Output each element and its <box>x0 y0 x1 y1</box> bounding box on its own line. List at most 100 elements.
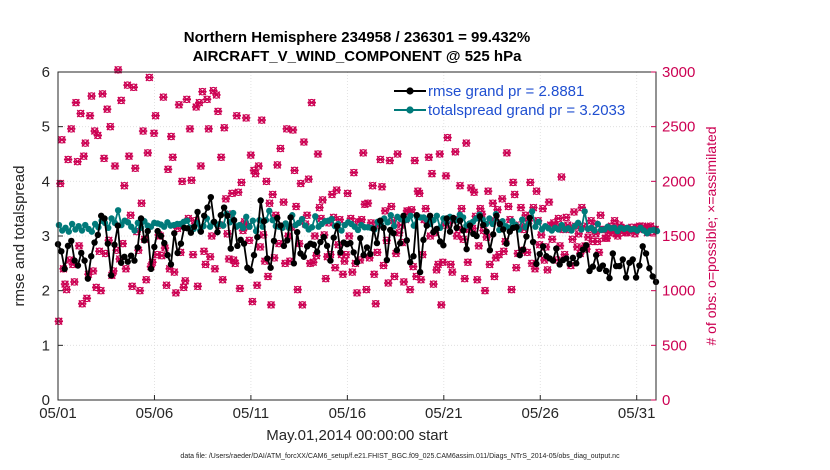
obs-assimilated-marker <box>202 95 212 104</box>
obs-assimilated-marker <box>138 127 148 135</box>
point-rmse <box>463 245 470 253</box>
point-spread <box>75 222 82 230</box>
point-spread <box>594 220 602 228</box>
obs-assimilated-marker <box>547 235 557 244</box>
obs-assimilated-marker <box>254 162 263 170</box>
obs-assimilated-marker <box>438 258 448 267</box>
obs-assimilated-marker <box>220 123 229 132</box>
obs-assimilated-marker <box>416 275 426 284</box>
point-spread <box>282 220 289 227</box>
point-rmse <box>396 239 404 247</box>
obs-assimilated-marker <box>117 96 126 105</box>
obs-assimilated-marker <box>221 194 231 203</box>
chart-title-line2: AIRCRAFT_V_WIND_COMPONENT @ 525 hPa <box>193 48 523 65</box>
obs-assimilated-marker <box>179 283 188 292</box>
obs-assimilated-marker <box>369 270 379 279</box>
obs-assimilated-marker <box>362 285 371 294</box>
obs-assimilated-marker <box>171 288 181 297</box>
x-tick-label: 05/01 <box>39 405 77 422</box>
obs-assimilated-marker <box>508 178 518 187</box>
point-rmse <box>583 242 590 249</box>
point-rmse <box>310 241 318 248</box>
obs-assimilated-marker <box>330 263 340 272</box>
obs-assimilated-marker <box>248 297 257 306</box>
point-rmse <box>240 240 248 247</box>
point-spread <box>108 215 115 222</box>
point-rmse <box>117 259 125 266</box>
obs-assimilated-marker <box>213 107 223 116</box>
point-rmse <box>64 242 72 250</box>
obs-assimilated-marker <box>126 211 135 220</box>
point-rmse <box>406 259 414 266</box>
point-rmse <box>363 244 371 251</box>
point-rmse <box>300 253 308 260</box>
point-rmse <box>277 222 284 229</box>
y-axis-label-left: rmse and totalspread <box>11 166 28 307</box>
obs-assimilated-marker <box>483 187 493 196</box>
point-rmse <box>234 242 241 250</box>
obs-assimilated-marker <box>307 98 316 107</box>
obs-assimilated-marker <box>191 103 201 111</box>
obs-assimilated-marker <box>405 285 415 294</box>
point-spread <box>528 208 536 215</box>
point-rmse <box>490 231 497 238</box>
obs-assimilated-marker <box>276 144 285 153</box>
point-spread <box>519 216 526 223</box>
point-rmse <box>230 216 238 224</box>
point-rmse <box>413 212 420 219</box>
obs-assimilated-marker <box>96 286 106 295</box>
obs-assimilated-marker <box>384 279 393 287</box>
obs-assimilated-marker <box>145 73 154 82</box>
point-rmse <box>586 267 593 275</box>
obs-assimilated-marker <box>455 181 465 190</box>
point-spread <box>387 212 395 219</box>
obs-assimilated-marker <box>135 286 145 295</box>
y-tick-label: 6 <box>42 64 50 81</box>
point-rmse <box>460 227 467 234</box>
obs-assimilated-marker <box>296 179 305 188</box>
obs-assimilated-marker <box>246 151 256 159</box>
point-rmse <box>390 230 397 237</box>
point-rmse <box>476 213 484 220</box>
point-rmse <box>473 232 480 240</box>
point-rmse <box>131 257 138 264</box>
point-rmse <box>280 242 288 250</box>
point-spread <box>298 215 306 223</box>
point-spread <box>229 209 237 217</box>
obs-assimilated-marker <box>538 204 548 213</box>
y-tick-label: 0 <box>42 392 50 409</box>
obs-assimilated-marker <box>177 177 187 186</box>
point-rmse <box>124 258 131 265</box>
obs-assimilated-marker <box>407 205 416 214</box>
point-rmse <box>220 204 228 211</box>
obs-assimilated-marker <box>341 250 351 259</box>
point-rmse <box>327 257 334 264</box>
obs-assimilated-marker <box>304 175 313 184</box>
obs-assimilated-marker <box>288 126 298 134</box>
obs-assimilated-marker <box>234 188 243 197</box>
obs-assimilated-marker <box>63 155 73 164</box>
point-spread <box>88 228 96 235</box>
obs-assimilated-marker <box>473 275 482 284</box>
obs-assimilated-marker <box>170 268 179 276</box>
point-rmse <box>526 214 533 222</box>
point-rmse <box>144 227 151 235</box>
obs-assimilated-marker <box>121 264 131 273</box>
point-rmse <box>453 224 460 231</box>
point-rmse <box>104 240 112 247</box>
obs-assimilated-marker <box>99 154 109 163</box>
y-tick-label: 2 <box>42 283 50 300</box>
point-rmse <box>330 234 337 241</box>
point-rmse <box>573 260 580 267</box>
obs-assimilated-marker <box>216 153 226 162</box>
point-rmse <box>636 262 643 269</box>
obs-assimilated-marker <box>291 202 301 211</box>
obs-assimilated-marker <box>62 285 71 294</box>
obs-assimilated-marker <box>162 281 171 290</box>
point-rmse <box>254 233 261 241</box>
point-rmse <box>134 244 141 251</box>
point-rmse <box>446 228 454 235</box>
obs-assimilated-marker <box>207 232 216 240</box>
point-rmse <box>264 255 271 262</box>
obs-assimilated-marker <box>494 250 504 259</box>
